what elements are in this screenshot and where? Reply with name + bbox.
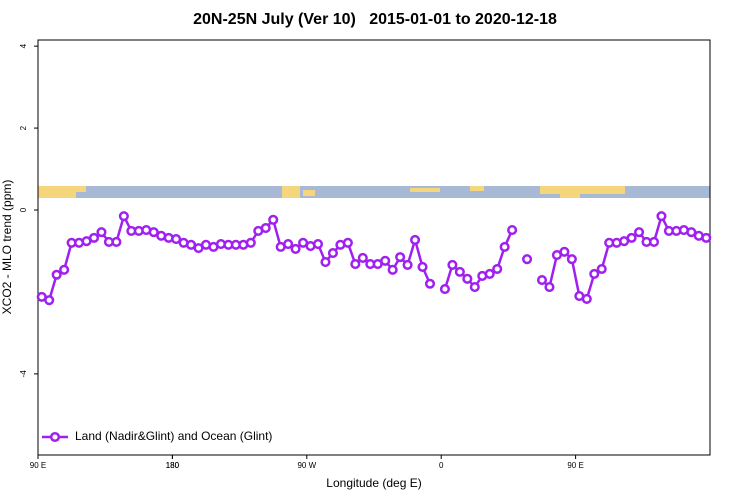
data-point xyxy=(544,281,555,293)
data-point xyxy=(589,268,600,279)
data-point xyxy=(447,259,458,270)
data-point xyxy=(484,268,495,279)
data-point xyxy=(118,211,129,222)
x-tick-label: 90 E xyxy=(30,461,46,470)
data-point xyxy=(327,247,338,259)
x-tick-label: 180 xyxy=(166,461,180,470)
data-point xyxy=(424,278,436,289)
data-point xyxy=(350,259,361,270)
data-point xyxy=(581,293,592,304)
chart-title: 20N-25N July (Ver 10) 2015-01-01 to 2020… xyxy=(193,11,557,28)
data-point xyxy=(88,232,100,243)
data-point xyxy=(648,236,660,248)
map-strip xyxy=(38,186,710,198)
data-point xyxy=(320,256,331,268)
data-point xyxy=(417,261,428,273)
data-point xyxy=(402,259,413,270)
data-point xyxy=(245,237,256,248)
y-axis-label: XCO2 - MLO trend (ppm) xyxy=(0,180,14,315)
data-point xyxy=(469,281,480,293)
data-point xyxy=(522,254,533,265)
data-point xyxy=(268,214,279,225)
data-point xyxy=(634,227,645,238)
y-tick-label: 0 xyxy=(19,207,28,212)
data-point xyxy=(148,227,159,238)
data-point xyxy=(96,227,107,238)
data-point xyxy=(44,295,55,306)
x-tick-label: 90 W xyxy=(297,461,316,470)
data-point xyxy=(559,246,570,257)
data-point xyxy=(410,234,421,245)
data-point xyxy=(283,238,294,250)
data-point xyxy=(59,264,70,275)
data-point xyxy=(171,234,182,245)
data-point xyxy=(111,236,122,248)
data-point xyxy=(454,266,465,277)
plot-frame xyxy=(37,39,711,456)
data-point xyxy=(380,255,391,266)
legend-label: Land (Nadir&Glint) and Ocean (Glint) xyxy=(75,429,272,443)
data-point xyxy=(51,269,62,280)
data-point xyxy=(701,232,712,243)
x-tick-label: 90 E xyxy=(567,461,583,470)
data-point xyxy=(462,273,473,284)
data-point xyxy=(395,252,406,263)
x-tick-label: 180 xyxy=(166,461,180,470)
data-point xyxy=(566,254,577,265)
legend-marker xyxy=(49,431,61,443)
data-point xyxy=(357,252,368,263)
data-point xyxy=(499,241,510,252)
data-point xyxy=(596,263,607,275)
data-point xyxy=(536,275,548,286)
data-point xyxy=(626,232,637,243)
y-tick-label: 2 xyxy=(19,125,28,130)
y-tick-label: -4 xyxy=(19,370,28,378)
data-point xyxy=(492,263,503,275)
data-point xyxy=(342,237,353,248)
data-point xyxy=(686,227,697,238)
data-point xyxy=(387,264,398,275)
y-tick-label: 4 xyxy=(19,43,28,48)
data-point xyxy=(656,211,667,222)
data-point xyxy=(507,225,518,236)
data-point xyxy=(312,238,324,250)
data-point xyxy=(290,243,301,254)
x-axis-label: Longitude (deg E) xyxy=(326,476,421,490)
data-point xyxy=(439,284,450,295)
data-point xyxy=(260,222,271,234)
x-tick-label: 0 xyxy=(439,461,444,470)
